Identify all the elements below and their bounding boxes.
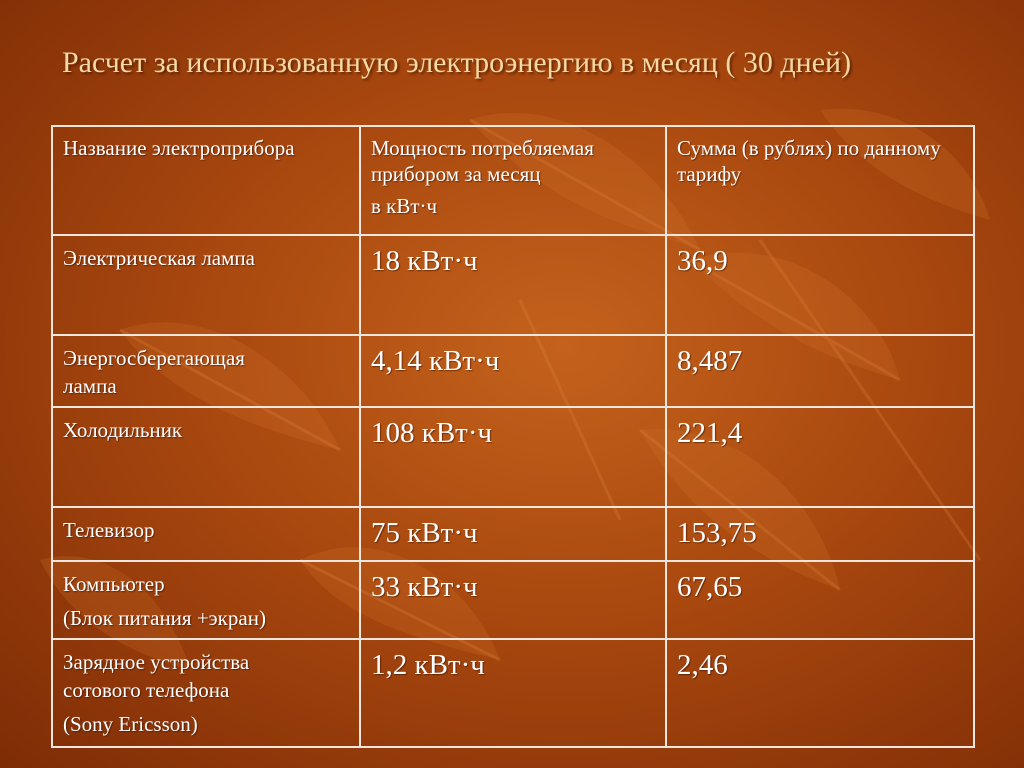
header-sum: Сумма (в рублях) по данному тарифу: [665, 125, 975, 236]
table-row: Зарядное устройства сотового телефона (S…: [51, 638, 975, 748]
device-name: Холодильник: [63, 418, 183, 442]
device-name-cell: Энергосберегающая лампа: [51, 334, 361, 408]
device-name: Зарядное устройства: [63, 650, 250, 674]
table-row: Энергосберегающая лампа 4,14 кВт·ч 8,487: [51, 334, 975, 408]
device-name: Компьютер: [63, 572, 165, 596]
device-name-cell: Телевизор: [51, 506, 361, 562]
power-value: 1,2 кВт·ч: [371, 649, 485, 681]
slide-title: Расчет за использованную электроэнергию …: [62, 46, 852, 79]
power-cell: 108 кВт·ч: [359, 406, 667, 508]
sum-value: 36,9: [677, 245, 728, 277]
sum-value: 2,46: [677, 649, 728, 681]
device-name-cell: Компьютер (Блок питания +экран): [51, 560, 361, 640]
device-name-note: (Блок питания +экран): [63, 606, 266, 630]
sum-cell: 2,46: [665, 638, 975, 748]
power-cell: 1,2 кВт·ч: [359, 638, 667, 748]
power-value: 33 кВт·ч: [371, 571, 478, 603]
sum-cell: 36,9: [665, 234, 975, 336]
table-row: Компьютер (Блок питания +экран) 33 кВт·ч…: [51, 560, 975, 640]
sum-value: 153,75: [677, 517, 757, 549]
sum-cell: 153,75: [665, 506, 975, 562]
header-sum-text: Сумма (в рублях) по данному тарифу: [677, 136, 941, 186]
device-name-line2: сотового телефона: [63, 678, 230, 702]
table-row: Электрическая лампа 18 кВт·ч 36,9: [51, 234, 975, 336]
device-name: Телевизор: [63, 518, 155, 542]
table-row: Телевизор 75 кВт·ч 153,75: [51, 506, 975, 562]
power-cell: 33 кВт·ч: [359, 560, 667, 640]
header-power: Мощность потребляемая прибором за месяц …: [359, 125, 667, 236]
device-name: Энергосберегающая: [63, 346, 245, 370]
sum-cell: 221,4: [665, 406, 975, 508]
sum-cell: 8,487: [665, 334, 975, 408]
electricity-table: Название электроприбора Мощность потребл…: [51, 125, 975, 748]
power-cell: 75 кВт·ч: [359, 506, 667, 562]
device-name: Электрическая лампа: [63, 246, 255, 270]
power-value: 4,14 кВт·ч: [371, 345, 500, 377]
sum-cell: 67,65: [665, 560, 975, 640]
device-name-cell: Зарядное устройства сотового телефона (S…: [51, 638, 361, 748]
table-row: Холодильник 108 кВт·ч 221,4: [51, 406, 975, 508]
power-value: 75 кВт·ч: [371, 517, 478, 549]
device-name-note: (Sony Ericsson): [63, 712, 198, 736]
sum-value: 8,487: [677, 345, 743, 377]
header-power-unit: в кВт·ч: [371, 194, 438, 218]
header-power-text: Мощность потребляемая прибором за месяц: [371, 136, 594, 186]
table-header-row: Название электроприбора Мощность потребл…: [51, 125, 975, 236]
header-device-name: Название электроприбора: [51, 125, 361, 236]
device-name-cell: Электрическая лампа: [51, 234, 361, 336]
device-name-line2: лампа: [63, 374, 117, 398]
power-cell: 18 кВт·ч: [359, 234, 667, 336]
device-name-cell: Холодильник: [51, 406, 361, 508]
power-cell: 4,14 кВт·ч: [359, 334, 667, 408]
header-device-name-text: Название электроприбора: [63, 136, 295, 160]
sum-value: 67,65: [677, 571, 743, 603]
power-value: 108 кВт·ч: [371, 417, 493, 449]
sum-value: 221,4: [677, 417, 743, 449]
power-value: 18 кВт·ч: [371, 245, 478, 277]
